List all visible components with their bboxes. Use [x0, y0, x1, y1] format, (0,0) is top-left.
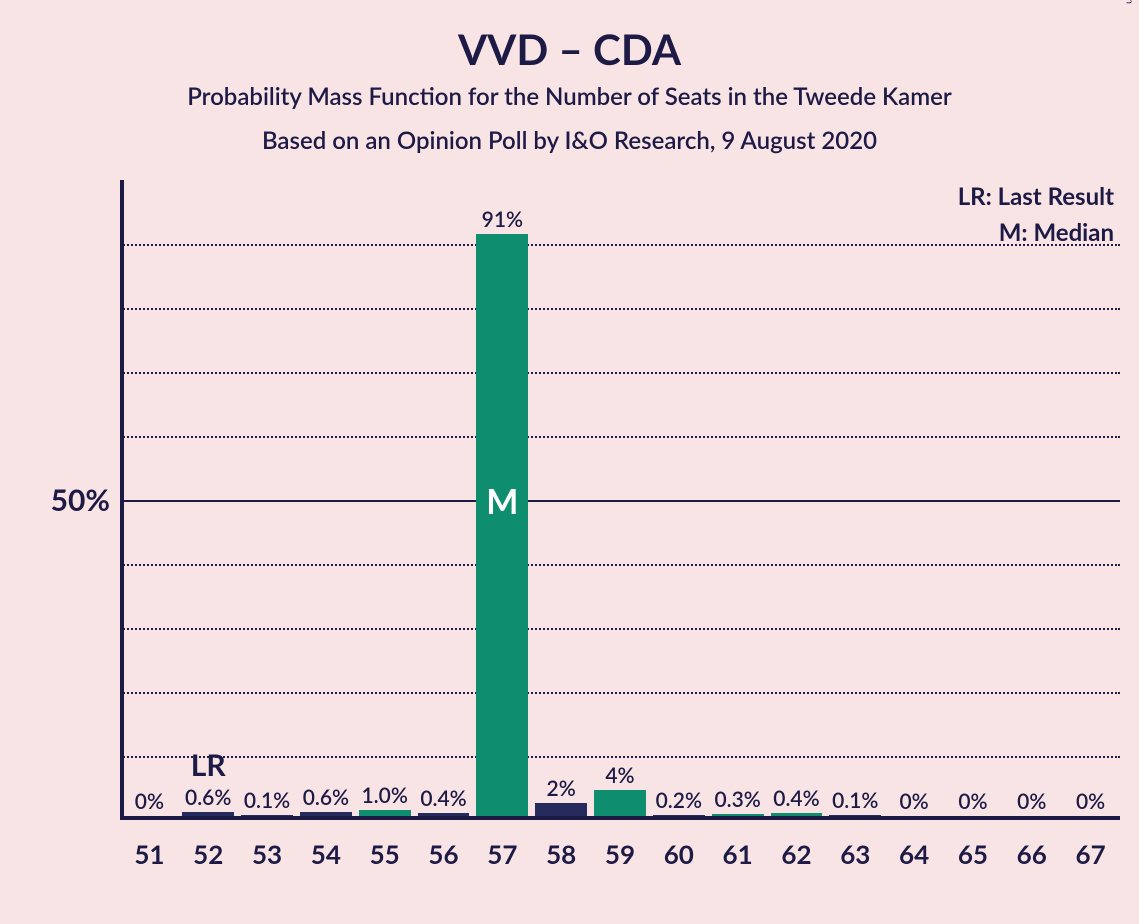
- x-axis-tick-label: 63: [826, 838, 885, 870]
- x-axis-tick-label: 61: [708, 838, 767, 870]
- x-axis-tick-label: 53: [238, 838, 297, 870]
- bar: [359, 810, 411, 816]
- bar-value-label: 1.0%: [355, 783, 414, 808]
- gridline: [120, 564, 1120, 566]
- bar-value-label: 0.1%: [238, 788, 297, 813]
- gridline: [120, 308, 1120, 310]
- chart-subtitle-2: Based on an Opinion Poll by I&O Research…: [0, 126, 1139, 155]
- x-axis-tick-label: 65: [944, 838, 1003, 870]
- bar-value-label: 0%: [120, 789, 179, 814]
- plot-area: 50%LR: Last ResultM: Median0%510.6%52LR0…: [120, 180, 1120, 900]
- bar-value-label: 0.4%: [767, 786, 826, 811]
- y-axis: [120, 180, 124, 820]
- gridline: [120, 628, 1120, 630]
- gridline: [120, 500, 1120, 502]
- bar: [771, 813, 823, 816]
- chart-subtitle-1: Probability Mass Function for the Number…: [0, 82, 1139, 111]
- gridline: [120, 756, 1120, 758]
- bar: [300, 812, 352, 816]
- x-axis-tick-label: 64: [885, 838, 944, 870]
- y-axis-label: 50%: [20, 482, 110, 518]
- chart-title: VVD – CDA: [0, 24, 1139, 74]
- bar-value-label: 2%: [532, 776, 591, 801]
- gridline: [120, 244, 1120, 246]
- bar: [712, 814, 764, 816]
- x-axis-tick-label: 66: [1002, 838, 1061, 870]
- gridline: [120, 436, 1120, 438]
- x-axis-tick-label: 56: [414, 838, 473, 870]
- bar-value-label: 0.1%: [826, 788, 885, 813]
- median-label: M: [476, 481, 528, 522]
- x-axis-tick-label: 52: [179, 838, 238, 870]
- gridline: [120, 692, 1120, 694]
- bar-value-label: 0.4%: [414, 786, 473, 811]
- x-axis-tick-label: 58: [532, 838, 591, 870]
- x-axis-tick-label: 62: [767, 838, 826, 870]
- x-axis: [120, 816, 1120, 820]
- bar-value-label: 0.2%: [649, 788, 708, 813]
- bar: [535, 803, 587, 816]
- bar-value-label: 0%: [1002, 789, 1061, 814]
- x-axis-tick-label: 60: [649, 838, 708, 870]
- bar: [182, 812, 234, 816]
- bar: [829, 815, 881, 816]
- bar-value-label: 0.3%: [708, 787, 767, 812]
- bar: [653, 815, 705, 816]
- bar-value-label: 4%: [591, 763, 650, 788]
- bar-value-label: 0%: [885, 789, 944, 814]
- chart-canvas: VVD – CDA Probability Mass Function for …: [0, 0, 1139, 924]
- bar: [476, 234, 528, 816]
- last-result-label: LR: [179, 747, 238, 783]
- x-axis-tick-label: 67: [1061, 838, 1120, 870]
- x-axis-tick-label: 57: [473, 838, 532, 870]
- bar: [241, 815, 293, 816]
- credit-text: © 2020 Filip van Laenen: [1123, 0, 1135, 4]
- bar-value-label: 91%: [473, 207, 532, 232]
- x-axis-tick-label: 59: [591, 838, 650, 870]
- bar: [594, 790, 646, 816]
- gridline: [120, 372, 1120, 374]
- x-axis-tick-label: 54: [296, 838, 355, 870]
- bar: [418, 813, 470, 816]
- x-axis-tick-label: 51: [120, 838, 179, 870]
- bar-value-label: 0.6%: [296, 785, 355, 810]
- bar-value-label: 0.6%: [179, 785, 238, 810]
- bar-value-label: 0%: [944, 789, 1003, 814]
- legend-lr: LR: Last Result: [958, 182, 1114, 211]
- bar-value-label: 0%: [1061, 789, 1120, 814]
- x-axis-tick-label: 55: [355, 838, 414, 870]
- legend-m: M: Median: [999, 218, 1114, 247]
